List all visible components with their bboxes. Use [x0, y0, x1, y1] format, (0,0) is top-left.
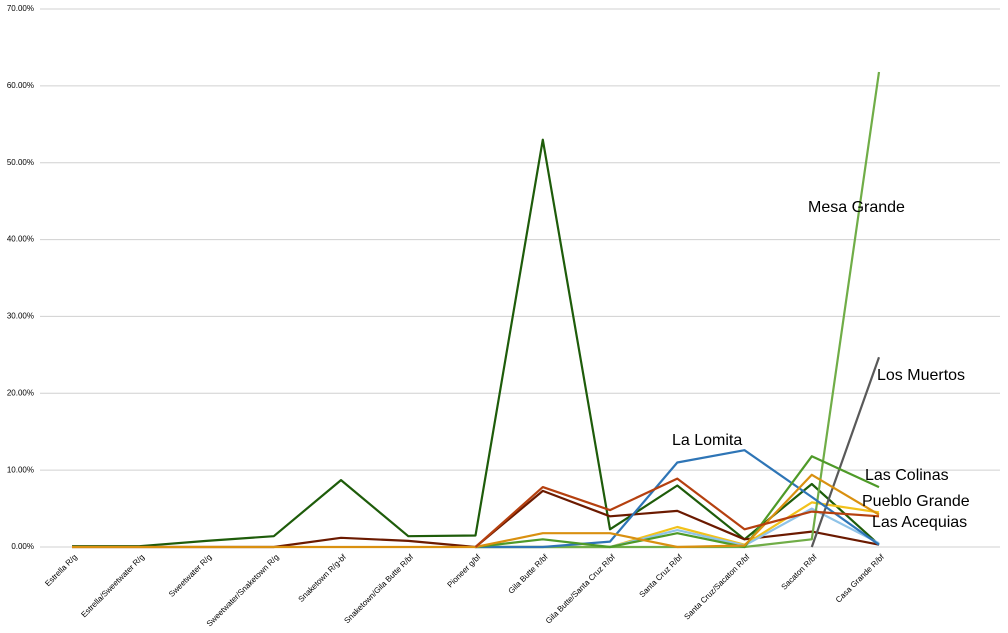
x-tick-label: Gila Butte R/bf: [507, 552, 551, 596]
x-tick-label: Estrella/Sweetwater R/g: [79, 553, 146, 620]
x-tick-label: Sweetwater/Snaketown R/g: [205, 553, 281, 629]
series-label: Los Muertos: [877, 367, 965, 384]
series-label: Las Acequias: [872, 514, 967, 531]
y-tick-label: 40.00%: [7, 235, 34, 244]
series-line: [810, 356, 881, 548]
series-line: [475, 449, 880, 549]
x-tick-label: Sweetwater R/g: [167, 553, 213, 599]
x-tick-label: Sacaton R/bf: [780, 552, 820, 592]
x-tick-label: Pioneer g/bf: [446, 552, 483, 589]
series-line: [475, 455, 880, 549]
series-line: [475, 71, 881, 549]
x-tick-label: Casa Grande R/bf: [834, 552, 887, 605]
x-tick-label: Estrella R/g: [43, 553, 79, 589]
y-tick-label: 70.00%: [7, 4, 34, 13]
series-line: [72, 138, 880, 548]
x-tick-label: Santa Cruz R/bf: [638, 552, 685, 599]
x-tick-label: Snaketown/Gila Butte R/bf: [342, 552, 415, 625]
y-tick-label: 50.00%: [7, 158, 34, 167]
y-tick-label: 60.00%: [7, 81, 34, 90]
series-label: La Lomita: [672, 432, 742, 449]
series-label: Pueblo Grande: [862, 493, 970, 510]
series-line: [474, 477, 880, 548]
x-tick-label: Gila Butte/Santa Cruz R/bf: [544, 552, 618, 626]
x-tick-label: Santa Cruz/Sacaton R/bf: [682, 552, 751, 621]
series-label: Mesa Grande: [808, 199, 905, 216]
y-tick-label: 10.00%: [7, 465, 34, 474]
y-tick-label: 0.00%: [11, 542, 34, 551]
x-tick-label: Snaketown R/g-bf: [297, 552, 349, 604]
y-tick-label: 20.00%: [7, 388, 34, 397]
y-tick-label: 30.00%: [7, 312, 34, 321]
series-label: Las Colinas: [865, 467, 949, 484]
